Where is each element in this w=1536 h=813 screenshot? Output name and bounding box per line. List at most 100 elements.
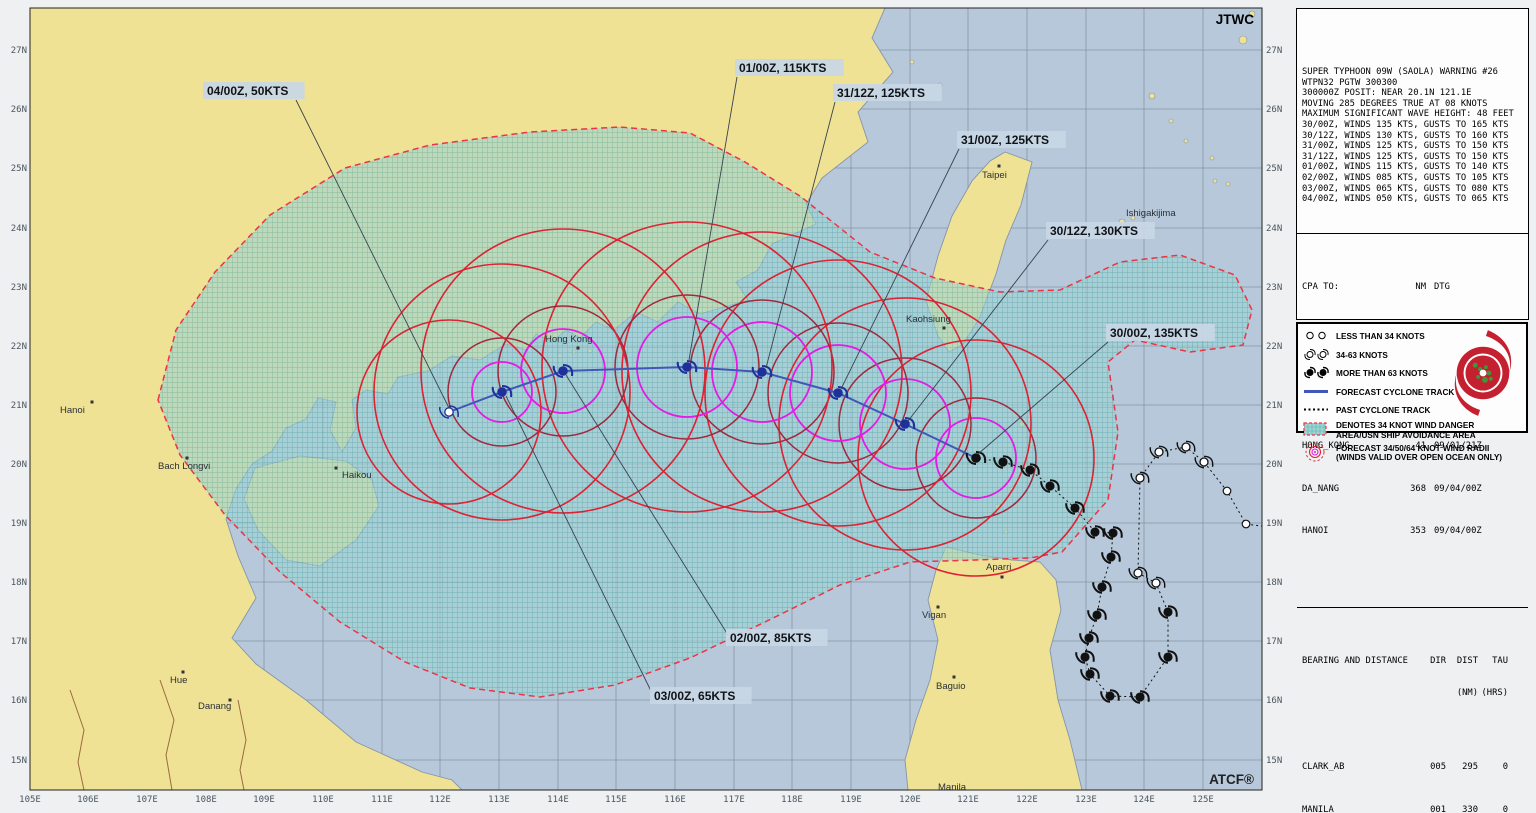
cyclone-symbol: [1087, 608, 1107, 622]
jtwc-seal-logo: [1454, 330, 1512, 416]
cyclone-symbol: [1020, 463, 1040, 477]
cyclone-symbol: [1092, 580, 1112, 594]
legend-icon: [1302, 384, 1334, 402]
lon-tick-label: 112E: [429, 795, 451, 805]
forecast-label: 03/00Z, 65KTS: [654, 689, 735, 703]
forecast-point-3000Z: [965, 450, 987, 466]
legend-item: 34-63 KNOTS: [1302, 347, 1524, 365]
map-canvas: 04/00Z, 50KTS 01/00Z, 115KTS 31/12Z, 125KT…: [30, 8, 1262, 793]
warning-line: 02/00Z, WINDS 085 KTS, GUSTS TO 105 KTS: [1302, 172, 1509, 183]
warning-line: 30/00Z, WINDS 135 KTS, GUSTS TO 165 KTS: [1302, 119, 1509, 130]
city-label: Baguio: [936, 681, 966, 692]
lon-tick-label: 121E: [957, 795, 979, 805]
lon-tick-label: 124E: [1133, 795, 1155, 805]
bearing-header-row: BEARING AND DISTANCE DIR DIST TAU: [1302, 656, 1523, 667]
label-leader-line: [840, 148, 960, 390]
lon-tick-label: 107E: [136, 795, 158, 805]
city-label: Ishigakijima: [1126, 208, 1176, 219]
city-label: Hue: [170, 675, 187, 686]
small-island: [1212, 178, 1218, 184]
legend-item: FORECAST CYCLONE TRACK: [1302, 384, 1524, 402]
city-label: Hong Kong: [545, 334, 593, 345]
radius-34kt: [778, 297, 1032, 551]
legend-icon: [1302, 328, 1334, 346]
radius-34kt: [621, 231, 903, 513]
warning-line: 30/12Z, WINDS 130 KTS, GUSTS TO 160 KTS: [1302, 130, 1509, 141]
bearing-tau: 0: [1502, 804, 1508, 813]
warning-line: WTPN32 PGTW 300300: [1302, 77, 1398, 88]
panel-divider: [1297, 607, 1528, 609]
lat-tick-label: 22N: [1266, 342, 1282, 352]
label-leader-line: [977, 341, 1109, 455]
lat-tick-label: 17N: [11, 637, 27, 647]
danger-area: [157, 126, 1253, 698]
bearing-header: DIST: [1456, 656, 1478, 667]
warning-line: 04/00Z, WINDS 050 KTS, GUSTS TO 065 KTS: [1302, 194, 1509, 205]
cyclone-symbol: [1222, 486, 1232, 496]
city-label: Aparri: [986, 562, 1011, 573]
city-label: Kaohsiung: [906, 314, 951, 325]
cyclone-symbol: [1194, 455, 1214, 469]
legend-item: PAST CYCLONE TRACK: [1302, 402, 1524, 420]
city-dot: [936, 605, 940, 609]
lat-tick-label: 20N: [1266, 460, 1282, 470]
radius-64kt: [789, 344, 887, 442]
warning-info-panel: SUPER TYPHOON 09W (SAOLA) WARNING #26 WTP…: [1296, 8, 1529, 813]
legend-item: MORE THAN 63 KNOTS: [1302, 365, 1524, 383]
bearing-header: BEARING AND DISTANCE: [1302, 656, 1408, 667]
radius-50kt: [915, 397, 1037, 519]
bearing-row: MANILA 001 330 0: [1302, 805, 1523, 813]
bearing-subheader-row: (NM) (HRS): [1456, 688, 1508, 699]
radius-34kt: [541, 221, 833, 513]
warning-line: 31/12Z, WINDS 125 KTS, GUSTS TO 150 KTS: [1302, 151, 1509, 162]
lon-tick-label: 106E: [77, 795, 99, 805]
city-dot: [90, 400, 94, 404]
lon-tick-label: 119E: [840, 795, 862, 805]
small-island: [1168, 118, 1174, 124]
lat-tick-label: 22N: [11, 342, 27, 352]
cyclone-symbol: [1176, 440, 1196, 454]
warning-line: 31/00Z, WINDS 125 KTS, GUSTS TO 150 KTS: [1302, 141, 1509, 152]
small-island: [909, 59, 915, 65]
lat-tick-label: 19N: [11, 519, 27, 529]
small-island: [1183, 138, 1189, 144]
legend-icon: [1302, 421, 1334, 440]
lat-tick-label: 26N: [1266, 105, 1282, 115]
city-label: Vigan: [922, 610, 946, 621]
forecast-label-bg: [203, 82, 305, 99]
lon-tick-label: 108E: [195, 795, 217, 805]
forecast-label-bg: [833, 84, 942, 101]
map-legend: LESS THAN 34 KNOTS 34-63 KNOTS MORE THAN…: [1296, 322, 1528, 462]
warning-line: MAXIMUM SIGNIFICANT WAVE HEIGHT: 48 FEET: [1302, 109, 1514, 120]
lat-tick-label: 24N: [11, 224, 27, 234]
small-island: [1130, 215, 1136, 221]
radius-50kt: [838, 357, 972, 491]
forecast-label: 30/00Z, 135KTS: [1110, 326, 1198, 340]
legend-label: DENOTES 34 KNOT WIND DANGER AREA/USN SHIP…: [1336, 420, 1476, 440]
label-leader-line: [688, 76, 738, 361]
small-island: [1248, 10, 1256, 18]
warning-line: 300000Z POSIT: NEAR 20.1N 121.1E: [1302, 88, 1472, 99]
lat-tick-label: 27N: [11, 46, 27, 56]
bearing-place: MANILA: [1302, 804, 1334, 813]
legend-icon: [1302, 441, 1334, 466]
forecast-label: 04/00Z, 50KTS: [207, 84, 288, 98]
city-dot: [952, 675, 956, 679]
legend-item: DENOTES 34 KNOT WIND DANGER AREA/USN SHIP…: [1302, 421, 1524, 440]
forecast-label: 30/12Z, 130KTS: [1050, 224, 1138, 238]
city-label: Manila: [938, 782, 967, 793]
bearing-header: TAU: [1492, 656, 1508, 667]
radius-50kt: [689, 299, 835, 445]
city-dot: [334, 466, 338, 470]
lat-tick-label: 18N: [11, 578, 27, 588]
lat-tick-label: 19N: [1266, 519, 1282, 529]
forecast-cyclone-track: [439, 359, 987, 466]
forecast-point-0400Z: [439, 405, 459, 419]
forecast-label-bg: [735, 59, 844, 76]
bearing-tau: 0: [1502, 762, 1508, 773]
forecast-label: 02/00Z, 85KTS: [730, 631, 811, 645]
radius-34kt: [356, 319, 542, 505]
cyclone-symbol: [1075, 650, 1095, 664]
radius-34kt: [857, 339, 1095, 577]
